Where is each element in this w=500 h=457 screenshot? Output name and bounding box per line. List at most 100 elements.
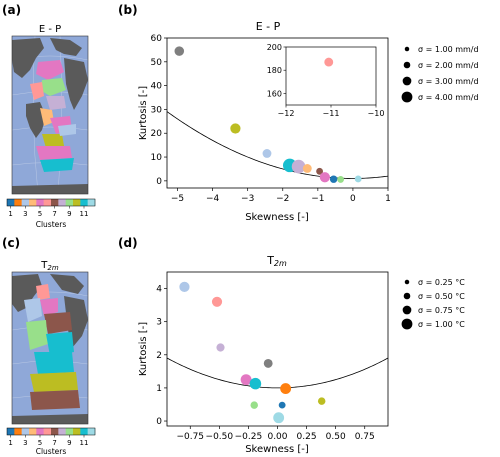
- colorbar-cell: [58, 199, 66, 206]
- colorbar-tick-label: 7: [52, 210, 56, 218]
- x-tick-label: 0: [350, 194, 356, 204]
- y-tick-label: 60: [151, 34, 163, 44]
- legend-entry-label: σ = 0.25 °C: [418, 278, 465, 287]
- colorbar-a: 1 3 5 7 9 11 Clusters: [6, 198, 96, 229]
- colorbar-cell: [7, 428, 15, 435]
- colorbar-c-label: Clusters: [36, 447, 67, 456]
- inset-x-tick-label: −11: [323, 109, 340, 118]
- map-c-title: T2m: [40, 260, 59, 272]
- cluster-region: [34, 352, 74, 374]
- x-tick-label: 1: [385, 194, 391, 204]
- x-tick-label: −0.50: [206, 432, 234, 442]
- y-tick-label: 2: [156, 351, 162, 361]
- y-tick-label: 20: [151, 129, 163, 139]
- scatter-point: [262, 149, 272, 158]
- x-tick-label: −5: [171, 194, 184, 204]
- map-a-frame: [11, 35, 89, 195]
- inset-x-tick-label: −12: [278, 109, 295, 118]
- chart-d-axes-frame: [166, 271, 389, 427]
- colorbar-a-label: Clusters: [36, 220, 67, 229]
- colorbar-cell: [80, 428, 88, 435]
- colorbar-tick-label: 9: [67, 210, 71, 218]
- scatter-point: [317, 397, 326, 405]
- x-tick-label: 0.50: [326, 432, 346, 442]
- scatter-point: [216, 343, 225, 352]
- cluster-region: [36, 284, 50, 300]
- y-tick-label: 30: [151, 105, 163, 115]
- panel-label-a: (a): [2, 3, 21, 17]
- colorbar-tick-label: 9: [67, 439, 71, 447]
- chart-b-ylabel: Kurtosis [-]: [138, 86, 149, 140]
- cluster-region: [40, 158, 74, 172]
- chart-b-axes-frame: [166, 37, 389, 189]
- scatter-point: [273, 412, 285, 424]
- y-tick-label: 1: [156, 384, 162, 394]
- map-c-title-sub: 2m: [47, 264, 58, 272]
- colorbar-c: 1 3 5 7 9 11 Clusters: [6, 427, 96, 456]
- map-a-title: E - P: [39, 24, 61, 35]
- chart-b-legend: σ = 1.00 mm/d σ = 2.00 mm/d σ = 3.00 mm/d σ…: [401, 45, 479, 103]
- inset-y-tick-label: 180: [267, 66, 282, 75]
- legend-entry-label: σ = 0.50 °C: [418, 292, 465, 301]
- legend-entry-label: σ = 2.00 mm/d: [418, 61, 479, 70]
- scatter-point: [354, 175, 362, 183]
- scatter-point: [249, 377, 262, 390]
- x-tick-label: −2: [276, 194, 289, 204]
- chart-d-ylabel: Kurtosis [-]: [138, 322, 149, 376]
- legend-entry-label: σ = 3.00 mm/d: [418, 77, 479, 86]
- map-c-frame: [11, 271, 89, 425]
- legend-entry-label: σ = 1.00 °C: [418, 320, 465, 329]
- colorbar-tick-label: 1: [8, 439, 12, 447]
- chart-d-legend: σ = 0.25 °C σ = 0.50 °C σ = 0.75 °C σ = 1.0…: [401, 278, 465, 330]
- inset-x-tick-label: −10: [368, 109, 385, 118]
- colorbar-cell: [29, 428, 37, 435]
- colorbar-cell: [87, 428, 96, 435]
- legend-marker: [402, 76, 412, 86]
- chart-d-xlabel: Skewness [-]: [245, 444, 309, 455]
- colorbar-cell: [36, 428, 44, 435]
- legend-marker: [404, 46, 410, 52]
- cluster-region: [46, 96, 66, 110]
- colorbar-cell: [29, 199, 37, 206]
- panel-label-b: (b): [118, 3, 138, 17]
- colorbar-cell: [43, 428, 52, 435]
- legend-marker: [403, 292, 411, 300]
- legend-marker: [401, 91, 413, 103]
- colorbar-tick-label: 11: [80, 210, 89, 218]
- cluster-region: [36, 146, 72, 160]
- chart-d-title-sub: 2m: [274, 259, 287, 268]
- scatter-point: [211, 296, 223, 307]
- y-tick-label: 40: [151, 82, 163, 92]
- y-tick-label: 0: [156, 177, 162, 187]
- scatter-point: [291, 159, 306, 174]
- scatter-point: [280, 383, 292, 395]
- map-a: E - P: [6, 24, 96, 229]
- colorbar-tick-label: 1: [8, 210, 12, 218]
- colorbar-cell: [58, 428, 66, 435]
- legend-marker: [402, 305, 412, 315]
- colorbar-cell: [73, 199, 81, 206]
- colorbar-cell: [36, 199, 44, 206]
- scatter-point: [174, 46, 185, 56]
- legend-entry-label: σ = 1.00 mm/d: [418, 45, 479, 54]
- colorbar-tick-label: 7: [52, 439, 56, 447]
- cluster-region: [40, 298, 58, 316]
- colorbar-cell: [87, 199, 96, 206]
- legend-entry-label: σ = 0.75 °C: [418, 306, 465, 315]
- colorbar-cell: [14, 428, 22, 435]
- cluster-region: [42, 134, 64, 148]
- x-tick-label: 0.75: [355, 432, 375, 442]
- cluster-region: [40, 78, 66, 96]
- colorbar-cell: [21, 199, 30, 206]
- chart-d-title: T2m: [266, 254, 287, 268]
- x-tick-label: 0.25: [297, 432, 317, 442]
- colorbar-tick-label: 5: [38, 210, 42, 218]
- cluster-region: [24, 298, 42, 322]
- chart-d: T2m −0.75 −0.50 −0.25 0.00 0.25 0.50 0.75 0 1 2 3…: [138, 254, 465, 455]
- legend-marker: [403, 61, 411, 69]
- colorbar-cell: [51, 428, 59, 435]
- colorbar-cell: [21, 428, 30, 435]
- colorbar-cell: [65, 199, 74, 206]
- colorbar-cell: [14, 199, 22, 206]
- x-tick-label: −0.25: [235, 432, 263, 442]
